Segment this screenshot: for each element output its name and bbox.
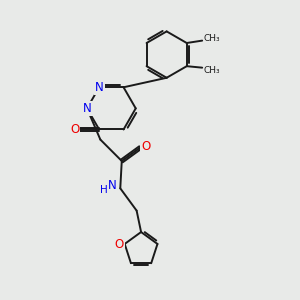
Text: CH₃: CH₃: [203, 34, 220, 43]
Text: N: N: [108, 179, 116, 193]
Text: O: O: [114, 238, 123, 251]
Text: N: N: [82, 102, 91, 115]
Text: H: H: [100, 185, 108, 195]
Text: N: N: [95, 81, 103, 94]
Text: CH₃: CH₃: [203, 65, 220, 74]
Text: O: O: [70, 123, 79, 136]
Text: O: O: [141, 140, 150, 153]
